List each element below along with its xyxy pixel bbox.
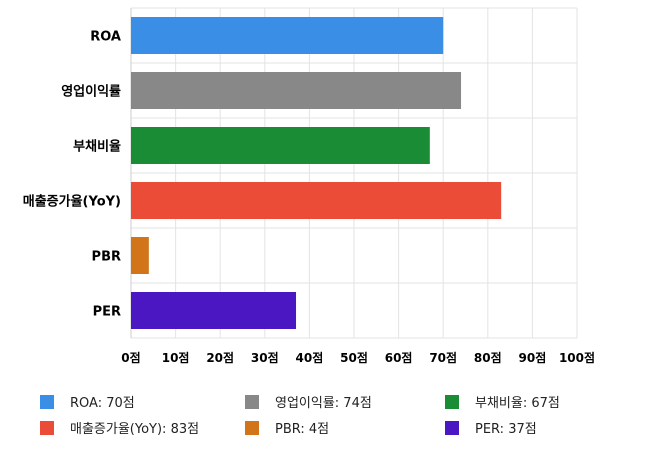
bar-4 [131,237,149,274]
category-label: ROA [90,30,121,45]
legend-item: PER: 37점 [445,418,537,437]
x-tick-label: 40점 [296,350,324,365]
category-label: PBR [92,250,121,265]
x-tick-label: 20점 [206,350,234,365]
x-tick-label: 80점 [474,350,502,365]
legend-item: ROA: 70점 [40,392,135,411]
legend-label: 부채비율: 67점 [475,396,560,411]
x-tick-label: 30점 [251,350,279,365]
bar-5 [131,292,297,329]
legend-item: 매출증가율(YoY): 83점 [40,418,199,437]
x-tick-label: 10점 [162,350,190,365]
bar-0 [131,17,444,54]
x-tick-label: 50점 [340,350,368,365]
legend-swatch [245,420,259,435]
legend-swatch [245,394,259,409]
x-tick-label: 60점 [385,350,413,365]
x-tick-label: 100점 [559,350,595,365]
legend-item: PBR: 4점 [245,418,329,437]
legend-label: PER: 37점 [475,422,537,437]
legend-swatch [40,420,54,435]
category-label: 부채비율 [73,139,121,155]
x-tick-labels: 0점 10점 20점 30점 40점 50점 60점 70점 80점 90점 100점 [121,350,595,365]
bar-1 [131,72,462,109]
legend-item: 영업이익률: 74점 [245,392,372,411]
legend-swatch [40,394,54,409]
legend-swatch [445,420,459,435]
bars [131,17,502,329]
legend-label: 영업이익률: 74점 [275,396,372,411]
bar-3 [131,182,502,219]
x-tick-label: 0점 [121,350,140,365]
legend-label: 매출증가율(YoY): 83점 [70,422,200,437]
bar-2 [131,127,430,164]
legend-swatch [445,394,459,409]
x-tick-label: 70점 [429,350,457,365]
x-tick-label: 90점 [519,350,547,365]
legend-label: PBR: 4점 [275,422,330,437]
legend-item: 부채비율: 67점 [445,392,560,411]
grid-lines [130,7,578,339]
category-label: 매출증가율(YoY) [23,194,121,210]
category-label: PER [93,305,121,320]
category-label: 영업이익률 [61,84,121,100]
legend-label: ROA: 70점 [70,396,135,411]
